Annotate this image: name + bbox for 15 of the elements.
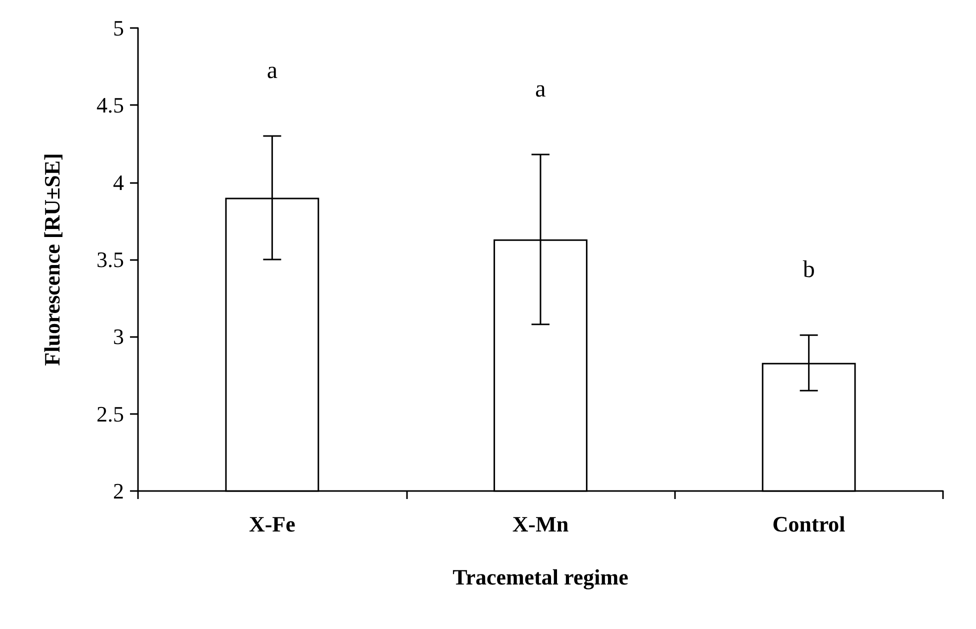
- x-tick-label: X-Mn: [512, 512, 569, 536]
- y-tick-label: 4: [113, 170, 124, 195]
- x-tick-label: X-Fe: [248, 512, 296, 536]
- y-tick-label: 5: [113, 16, 124, 40]
- x-axis-title: Tracemetal regime: [452, 564, 629, 590]
- annotation: a: [266, 58, 278, 84]
- y-tick-label: 2: [113, 478, 124, 504]
- y-tick-label: 2.5: [96, 401, 124, 426]
- x-tick-label: Control: [772, 512, 846, 536]
- y-axis-title: Fluorescence [RU±SE]: [40, 153, 64, 366]
- y-tick-label: 3: [113, 324, 124, 350]
- y-tick-label: 4.5: [96, 92, 124, 118]
- annotation: a: [535, 76, 546, 103]
- annotation: b: [802, 257, 815, 284]
- y-tick-label: 3.5: [96, 247, 124, 272]
